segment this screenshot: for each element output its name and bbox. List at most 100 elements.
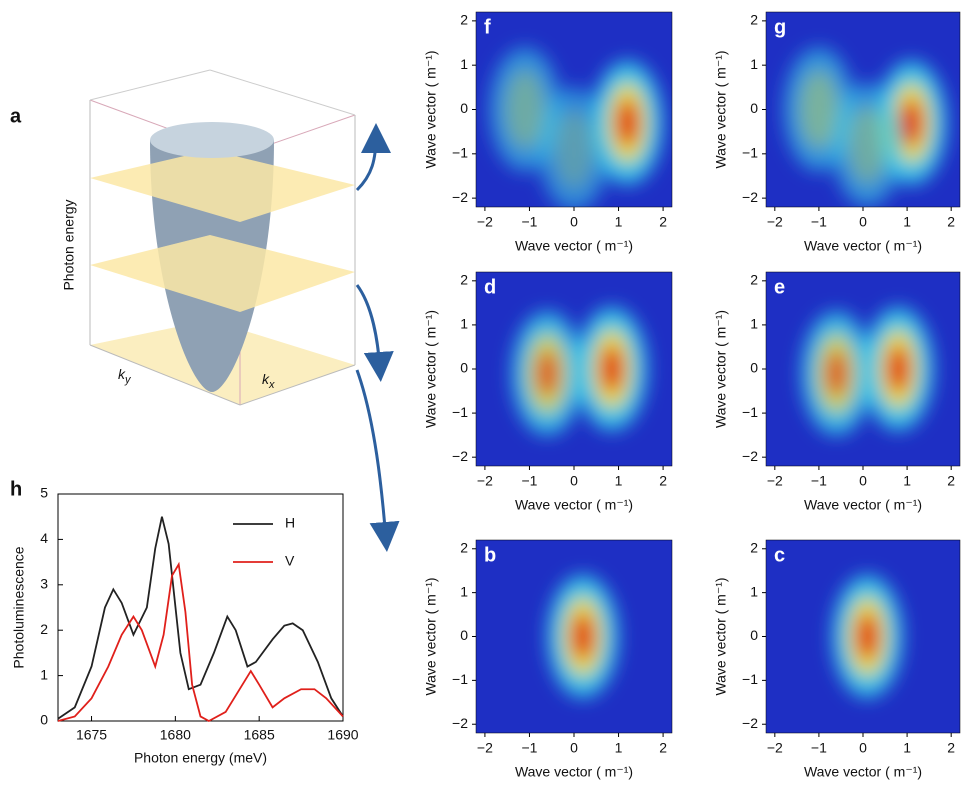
y-tick-label: −2 (452, 715, 468, 731)
x-tick-label: 2 (659, 214, 667, 230)
x-tick-label: −1 (811, 473, 827, 489)
panel-label: e (774, 276, 785, 298)
arrow (357, 285, 380, 370)
x-tick-label: 1 (903, 214, 911, 230)
x-tick-label: −2 (477, 473, 493, 489)
x-tick-label: 1 (903, 473, 911, 489)
y-tick-label: 2 (750, 272, 758, 288)
plot-frame (58, 494, 343, 721)
y-tick-label: −1 (742, 671, 758, 687)
arrow (357, 370, 386, 540)
y-tick-label: 0 (460, 360, 468, 376)
ky-sub: y (124, 374, 132, 386)
y-tick-label: −1 (742, 404, 758, 420)
x-tick-label: 1 (615, 214, 623, 230)
x-tick-label: 2 (659, 740, 667, 756)
y-tick-label: 1 (750, 583, 758, 599)
panel-label: d (484, 276, 496, 298)
paraboloid-rim (150, 122, 274, 158)
peak-core (887, 345, 910, 394)
y-axis-label: Wave vector ( m⁻¹) (713, 577, 729, 695)
energy-plane (90, 150, 355, 222)
x-tick-label: −1 (811, 740, 827, 756)
x-tick-label: 0 (859, 473, 867, 489)
y-tick-label: 2 (460, 272, 468, 288)
x-tick-label: 2 (659, 473, 667, 489)
y-tick-label: 0 (750, 100, 758, 116)
x-tick-label: 1685 (244, 727, 275, 743)
heatmap-area (476, 12, 672, 211)
y-tick-label: −1 (452, 671, 468, 687)
panel-label: h (10, 478, 22, 500)
y-tick-label: 0 (460, 627, 468, 643)
heatmap-area (766, 272, 960, 466)
x-tick-label: 0 (570, 740, 578, 756)
panel-label: g (774, 16, 786, 38)
y-tick-label: −1 (742, 145, 758, 161)
y-tick-label: 3 (40, 576, 48, 592)
y-tick-label: 1 (40, 666, 48, 682)
x-tick-label: −2 (767, 473, 783, 489)
axis-label: ky (118, 366, 132, 386)
heatmap-area (476, 272, 672, 466)
peak-core (600, 345, 623, 394)
y-tick-label: 1 (460, 56, 468, 72)
panel-label: a (10, 105, 22, 127)
y-tick-label: −1 (452, 145, 468, 161)
y-tick-label: 2 (750, 12, 758, 28)
y-axis-label: Wave vector ( m⁻¹) (423, 310, 439, 428)
x-tick-label: 0 (570, 473, 578, 489)
y-tick-label: 1 (750, 316, 758, 332)
x-axis-label: Wave vector ( m⁻¹) (515, 238, 633, 254)
y-tick-label: 1 (460, 316, 468, 332)
y-tick-label: 0 (750, 360, 758, 376)
y-tick-label: 0 (750, 627, 758, 643)
peak-core (900, 98, 923, 147)
heatmap-area (766, 540, 960, 733)
x-tick-label: 1 (903, 740, 911, 756)
x-tick-label: −2 (477, 214, 493, 230)
y-axis-label: Wave vector ( m⁻¹) (713, 310, 729, 428)
x-tick-label: −1 (811, 214, 827, 230)
kx-sub: x (268, 379, 275, 391)
line-series (58, 564, 343, 721)
box-edge (90, 70, 210, 100)
axis-label: Photon energy (61, 199, 77, 290)
y-tick-label: −2 (742, 189, 758, 205)
x-tick-label: −2 (477, 740, 493, 756)
heatmap-area (766, 12, 960, 207)
paraboloid-diagram (90, 70, 386, 540)
x-axis-label: Wave vector ( m⁻¹) (515, 764, 633, 780)
x-tick-label: 1675 (76, 727, 107, 743)
x-axis-label: Wave vector ( m⁻¹) (804, 764, 922, 780)
y-tick-label: 0 (460, 100, 468, 116)
y-axis-label: Wave vector ( m⁻¹) (713, 50, 729, 168)
x-tick-label: −2 (767, 214, 783, 230)
x-axis-label: Photon energy (meV) (134, 750, 267, 766)
peak-core (825, 349, 848, 398)
y-tick-label: 4 (40, 530, 48, 546)
y-axis-label: Photoluminescence (11, 546, 27, 668)
figure: a Photon energy ky kx 167516801685169001… (0, 0, 962, 789)
x-tick-label: 2 (947, 473, 955, 489)
x-tick-label: −2 (767, 740, 783, 756)
panel-label: f (484, 16, 491, 38)
heatmap-area (476, 540, 672, 733)
peak-core (536, 349, 559, 398)
y-tick-label: 0 (40, 712, 48, 728)
peak-core (616, 98, 639, 147)
y-tick-label: −2 (742, 448, 758, 464)
y-tick-label: −2 (452, 448, 468, 464)
y-tick-label: −1 (452, 404, 468, 420)
legend-label: V (285, 553, 295, 569)
peak-group (547, 575, 618, 698)
y-tick-label: 1 (460, 583, 468, 599)
y-tick-label: −2 (742, 715, 758, 731)
y-axis-label: Wave vector ( m⁻¹) (423, 50, 439, 168)
y-tick-label: 2 (460, 539, 468, 555)
panel-label: b (484, 544, 496, 566)
x-tick-label: 2 (947, 214, 955, 230)
arrow (357, 135, 376, 190)
x-axis-label: Wave vector ( m⁻¹) (804, 497, 922, 513)
y-tick-label: 2 (40, 621, 48, 637)
